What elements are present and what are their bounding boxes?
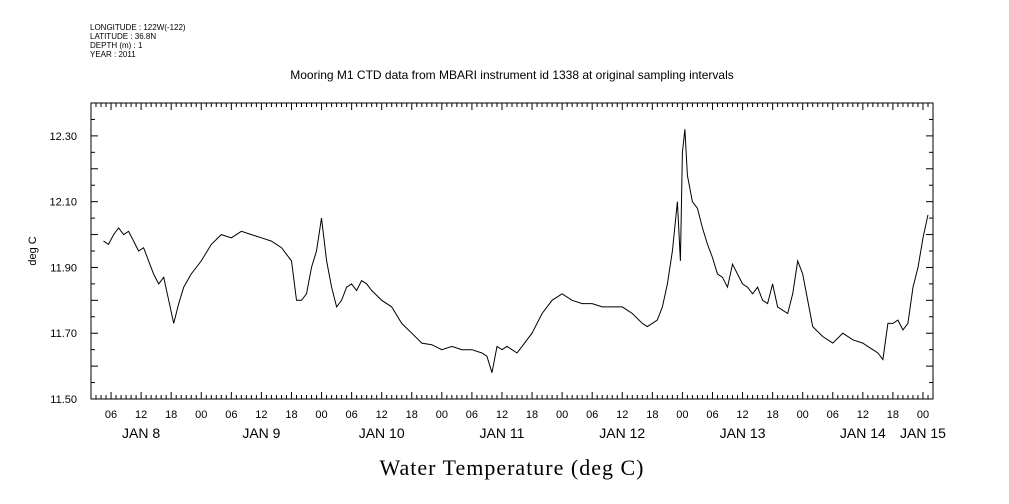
x-tick-label: 18 (646, 409, 658, 421)
temperature-line (103, 129, 929, 373)
x-tick-label: 00 (556, 409, 568, 421)
plot-frame (90, 102, 934, 400)
chart-title: Mooring M1 CTD data from MBARI instrumen… (290, 68, 734, 82)
x-tick-label: 12 (616, 409, 628, 421)
x-tick-label: 00 (917, 409, 929, 421)
x-tick-label: 00 (195, 409, 207, 421)
x-day-label: JAN 11 (480, 425, 525, 441)
x-day-label: JAN 10 (359, 425, 405, 441)
y-tick-label: 11.90 (50, 262, 77, 274)
x-tick-label: 18 (406, 409, 418, 421)
x-tick-label: 06 (706, 409, 718, 421)
x-day-label: JAN 15 (900, 425, 946, 441)
x-tick-label: 00 (315, 409, 327, 421)
x-tick-label: 18 (766, 409, 778, 421)
y-tick-label: 11.70 (50, 328, 77, 340)
x-tick-label: 12 (857, 409, 869, 421)
y-axis-title: deg C (27, 236, 39, 265)
y-tick-label: 12.10 (49, 197, 77, 209)
x-day-label: JAN 8 (122, 425, 160, 441)
x-tick-label: 18 (285, 409, 297, 421)
y-tick-label: 12.30 (49, 131, 77, 143)
x-tick-label: 18 (526, 409, 538, 421)
x-tick-label: 00 (797, 409, 809, 421)
x-tick-label: 12 (736, 409, 748, 421)
x-tick-label: 00 (436, 409, 448, 421)
x-tick-label: 12 (255, 409, 267, 421)
x-tick-label: 18 (887, 409, 899, 421)
x-tick-label: 06 (827, 409, 839, 421)
x-tick-label: 06 (225, 409, 237, 421)
x-day-label: JAN 13 (720, 425, 766, 441)
x-day-label: JAN 14 (840, 425, 886, 441)
x-tick-label: 00 (676, 409, 688, 421)
x-day-label: JAN 9 (242, 425, 280, 441)
year-text: YEAR : 2011 (90, 50, 136, 59)
x-tick-label: 12 (135, 409, 147, 421)
depth-text: DEPTH (m) : 1 (90, 41, 143, 50)
x-tick-label: 06 (105, 409, 117, 421)
x-tick-label: 18 (165, 409, 177, 421)
bottom-title: Water Temperature (deg C) (379, 455, 644, 480)
x-day-label: JAN 12 (599, 425, 645, 441)
longitude-text: LONGITUDE : 122W(-122) (90, 23, 186, 32)
x-tick-label: 12 (496, 409, 508, 421)
y-tick-label: 11.50 (50, 394, 77, 406)
y-axis: 11.50 11.70 11.90 12.10 12.30 (49, 102, 933, 406)
latitude-text: LATITUDE : 36.8N (90, 32, 156, 41)
x-tick-label: 06 (586, 409, 598, 421)
series-layer (103, 129, 929, 373)
x-tick-label: 06 (466, 409, 478, 421)
x-axis: 06 12 18 00 06 12 18 00 06 12 18 00 06 12 18 00 06 12 18 00… (90, 103, 946, 441)
x-tick-label: 12 (376, 409, 388, 421)
x-tick-label: 06 (345, 409, 357, 421)
